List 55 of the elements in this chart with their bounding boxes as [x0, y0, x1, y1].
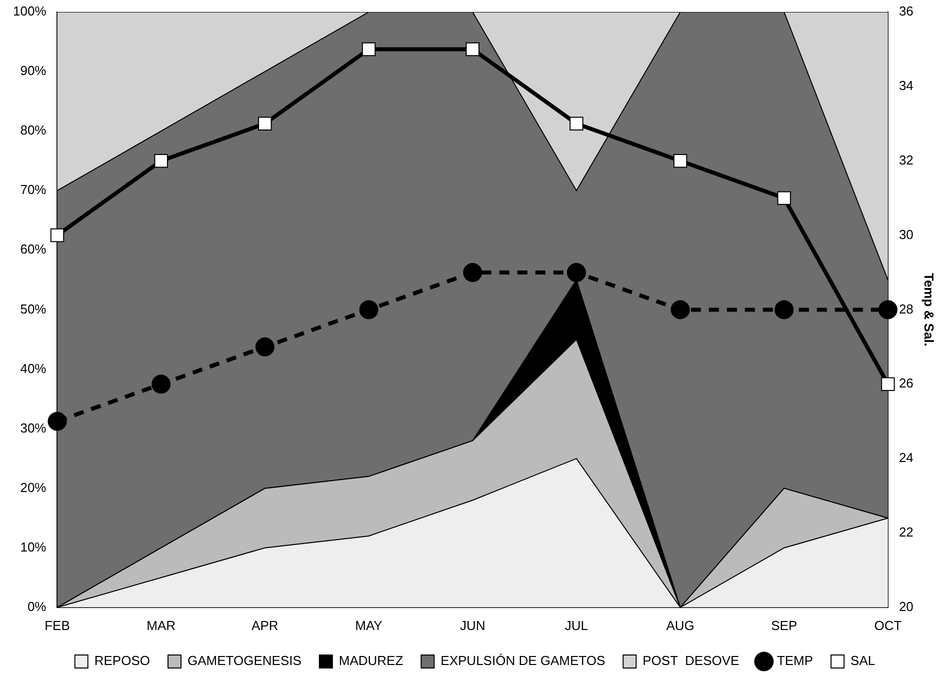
point — [566, 262, 586, 282]
y-tick-label: 100% — [13, 4, 47, 19]
y2-tick-label: 30 — [898, 226, 914, 242]
legend-label: POST DESOVE — [642, 653, 740, 668]
point — [878, 300, 898, 320]
x-tick-label: APR — [252, 618, 278, 633]
legend-label: SAL — [850, 653, 876, 668]
x-tick-label: FEB — [44, 618, 70, 633]
y-tick-label: 80% — [20, 122, 47, 138]
x-tick-label: MAR — [146, 618, 176, 633]
y-tick-label: 0% — [27, 598, 47, 614]
y-tick-label: 40% — [20, 360, 47, 376]
point — [359, 300, 378, 320]
x-tick-label: JUL — [564, 618, 588, 633]
y-tick-label: 20% — [20, 480, 47, 495]
legend-label: MADUREZ — [338, 653, 404, 668]
point — [48, 412, 67, 431]
y2-tick-label: 24 — [898, 450, 914, 466]
y2-tick-label: 28 — [898, 301, 914, 316]
legend-label: TEMP — [776, 653, 814, 668]
y2-tick-label: 34 — [898, 78, 914, 94]
x-tick-label: AUG — [666, 618, 694, 633]
point — [50, 228, 64, 242]
point — [777, 191, 791, 205]
y2-tick-label: 32 — [898, 152, 914, 168]
point — [881, 377, 895, 391]
point — [670, 300, 690, 320]
point — [463, 262, 482, 282]
y2-tick-label: 20 — [898, 598, 914, 614]
legend-label: EXPULSIÓN DE GAMETOS — [440, 653, 606, 668]
y-tick-label: 50% — [20, 301, 47, 316]
point — [255, 337, 274, 356]
y-tick-label: 60% — [20, 242, 47, 257]
x-tick-label: MAY — [355, 618, 383, 633]
point — [258, 116, 272, 130]
y2-tick-label: 22 — [898, 524, 914, 540]
x-tick-label: OCT — [874, 618, 902, 633]
point — [466, 42, 480, 56]
x-tick-label: JUN — [460, 618, 486, 633]
point — [152, 374, 171, 394]
point — [774, 300, 794, 320]
point — [673, 154, 688, 168]
y2-tick-label: 26 — [898, 376, 914, 391]
y-tick-label: 10% — [20, 539, 47, 554]
x-tick-label: SEP — [771, 618, 798, 633]
legend-label: GAMETOGENESIS — [188, 653, 302, 668]
y2-tick-label: 36 — [898, 4, 914, 19]
point — [154, 154, 168, 168]
y2-axis-title: Temp & Sal. — [922, 272, 937, 346]
y-tick-label: 30% — [20, 420, 47, 436]
point — [362, 42, 376, 56]
y-tick-label: 70% — [20, 182, 47, 198]
y-tick-label: 90% — [20, 63, 47, 78]
point — [570, 116, 584, 130]
legend-label: REPOSO — [94, 653, 150, 668]
